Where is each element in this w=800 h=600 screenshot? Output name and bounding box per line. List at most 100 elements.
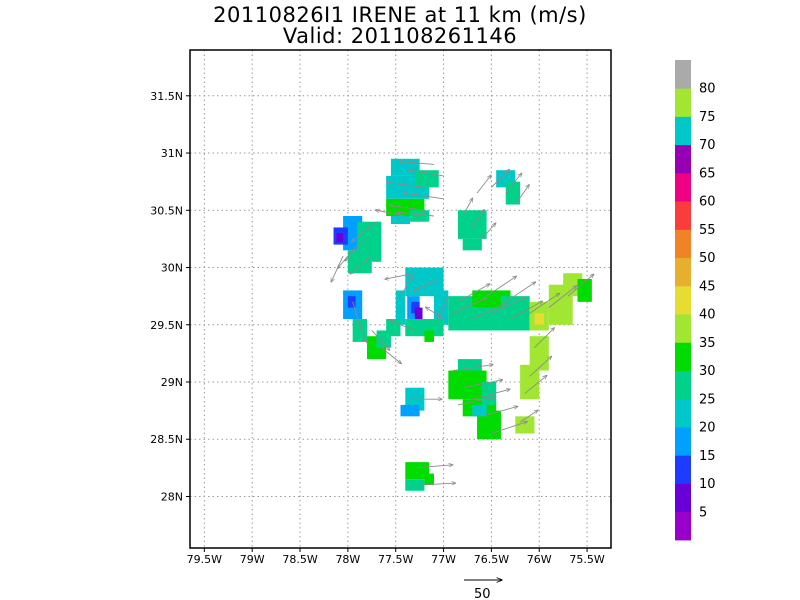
wind-speed-cell: [462, 238, 482, 251]
wind-speed-cell: [347, 250, 372, 274]
wind-speed-cell: [472, 404, 487, 417]
colorbar-swatch: [675, 88, 691, 117]
colorbar-label: 65: [699, 166, 716, 181]
wind-vector: [399, 161, 435, 165]
wind-speed-cell: [424, 330, 434, 342]
wind-speed-cell: [395, 290, 406, 325]
colorbar-swatch: [675, 201, 691, 230]
colorbar-label: 10: [699, 477, 716, 492]
wind-vector: [481, 223, 496, 240]
wind-vector: [419, 483, 456, 486]
wind-vector: [331, 255, 344, 282]
lat-label: 29.5N: [150, 319, 183, 332]
wind-vector: [426, 307, 444, 320]
wind-vector: [337, 244, 358, 269]
colorbar-label: 80: [699, 82, 716, 97]
wind-vector: [357, 318, 367, 343]
wind-vector: [471, 209, 484, 228]
wind-speed-cell: [405, 479, 425, 491]
scale-vector: 50: [464, 580, 502, 600]
wind-vector: [375, 210, 406, 217]
wind-vector: [453, 365, 493, 371]
lat-label: 31.5N: [150, 90, 183, 103]
lon-label: 79.5W: [187, 553, 222, 566]
wind-vector: [476, 175, 491, 194]
wind-vector: [486, 276, 517, 297]
wind-speed-field: [333, 158, 592, 491]
wind-speed-cell: [405, 319, 444, 337]
colorbar: 5 10 15 20 25 30 35 40 45 50 55 60 65 70 75 80: [675, 60, 716, 541]
colorbar-label: 15: [699, 449, 716, 464]
wind-vector: [345, 238, 368, 261]
lat-label: 28N: [161, 490, 183, 503]
colorbar-swatch: [675, 116, 691, 146]
lon-label: 78.5W: [282, 553, 317, 566]
wind-vector: [472, 389, 510, 400]
wind-vector: [386, 182, 425, 188]
lon-label: 77W: [431, 553, 456, 566]
wind-vector: [462, 198, 473, 217]
lon-label: 78W: [335, 553, 360, 566]
wind-vector: [524, 375, 547, 394]
wind-speed-cell: [400, 404, 420, 417]
lat-label: 31N: [161, 147, 183, 160]
wind-vector: [389, 205, 425, 211]
wind-vector: [452, 297, 487, 314]
wind-vector: [481, 406, 518, 417]
colorbar-label: 30: [699, 364, 716, 379]
colorbar-swatch: [675, 257, 691, 287]
wind-vector: [548, 286, 577, 308]
colorbar-swatch: [675, 370, 691, 400]
colorbar-label: 60: [699, 195, 716, 210]
wind-vector: [505, 173, 522, 194]
wind-vector: [404, 193, 444, 200]
colorbar-swatch: [675, 398, 691, 428]
colorbar-swatch: [675, 483, 691, 513]
wind-speed-cell: [457, 210, 487, 239]
wind-vector: [567, 274, 594, 297]
colorbar-label: 5: [699, 505, 707, 520]
wind-vector: [505, 282, 536, 303]
wind-vector: [519, 410, 538, 423]
colorbar-swatch: [675, 427, 691, 456]
colorbar-swatch: [675, 144, 691, 174]
wind-vector: [514, 185, 529, 205]
wind-speed-cell: [424, 473, 434, 486]
wind-vectors: [331, 161, 594, 486]
lon-label: 75.5W: [569, 553, 604, 566]
wind-vector: [400, 276, 413, 297]
lat-label: 28.5N: [150, 433, 183, 446]
wind-vector: [457, 284, 490, 303]
colorbar-label: 50: [699, 251, 716, 266]
colorbar-label: 55: [699, 223, 716, 238]
wind-vector: [414, 278, 439, 291]
colorbar-swatch: [675, 60, 691, 89]
wind-vector: [352, 221, 377, 242]
wind-vector: [510, 301, 543, 320]
colorbar-label: 70: [699, 138, 716, 153]
colorbar-swatch: [675, 285, 691, 315]
latitude-labels: 28N 28.5N 29N 29.5N 30N 30.5N 31N 31.5N: [150, 90, 183, 504]
colorbar-label: 75: [699, 110, 716, 125]
wind-speed-cell: [352, 319, 368, 342]
colorbar-label: 20: [699, 421, 716, 436]
wind-speed-cell: [411, 301, 420, 314]
wind-speed-cell: [414, 307, 423, 320]
lat-label: 29N: [161, 376, 183, 389]
wind-speed-cell: [448, 370, 487, 400]
wind-speed-cell: [347, 296, 356, 308]
wind-speed-cell: [520, 364, 540, 400]
wind-vector: [472, 303, 506, 320]
colorbar-label: 25: [699, 392, 716, 407]
colorbar-swatch: [675, 511, 691, 541]
plot-frame: [189, 49, 612, 549]
wind-vector: [491, 297, 525, 314]
wind-speed-cell: [405, 462, 430, 480]
wind-vector: [371, 330, 390, 350]
colorbar-swatch: [675, 172, 691, 202]
longitude-labels: 79.5W 79W 78.5W 78W 77.5W 77W 76.5W 76W 75.5W: [187, 553, 605, 566]
wind-speed-cell: [534, 313, 545, 325]
wind-speed-cell: [515, 416, 535, 434]
lon-label: 77.5W: [378, 553, 413, 566]
map-title: 20110826I1 IRENE at 11 km (m/s): [213, 3, 587, 27]
